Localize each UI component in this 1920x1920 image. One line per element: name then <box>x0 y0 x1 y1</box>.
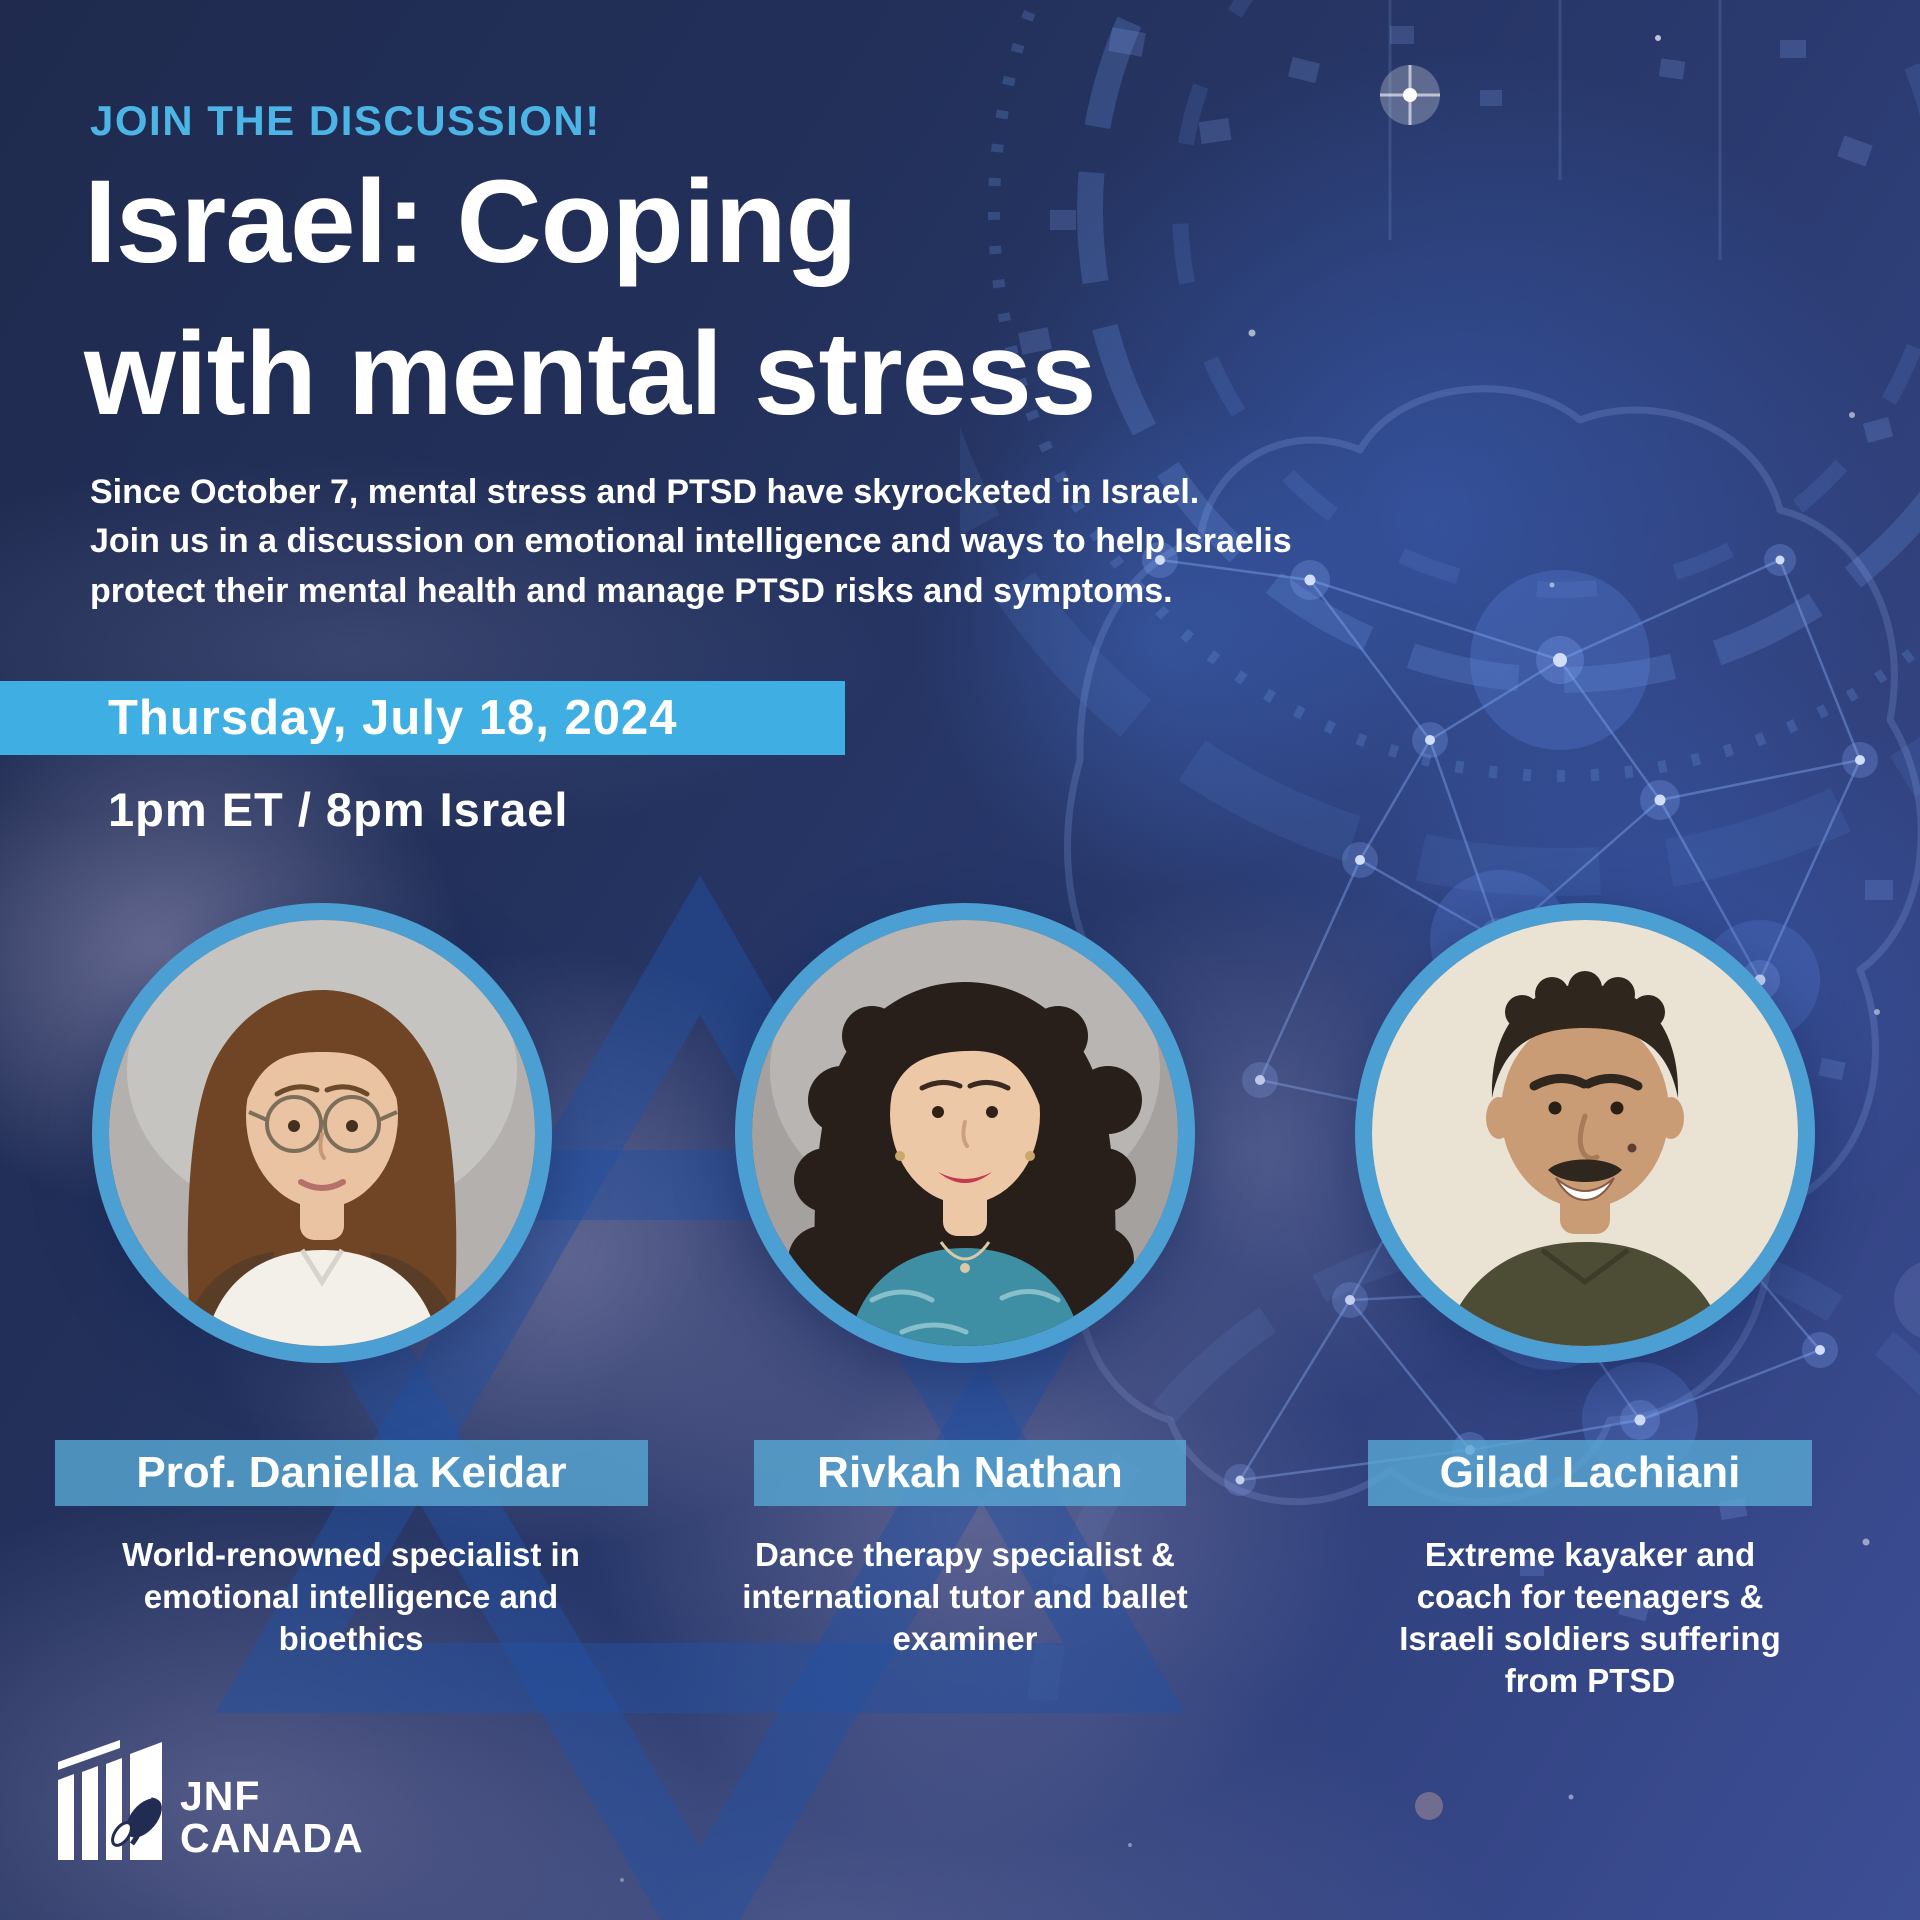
speaker-photo-gilad-lachiani <box>1355 903 1815 1363</box>
title-line-1: Israel: Coping <box>84 156 858 288</box>
description-line-3: protect their mental health and manage P… <box>90 571 1173 610</box>
avatar-woman-curly-dark-hair <box>752 920 1178 1346</box>
avatar-man-mustache <box>1372 920 1798 1346</box>
jnf-logo-mark <box>58 1740 162 1860</box>
speaker-name-banner: Gilad Lachiani <box>1368 1440 1812 1506</box>
avatar-woman-long-hair-glasses <box>109 920 535 1346</box>
eyebrow-join-discussion: JOIN THE DISCUSSION! <box>90 97 601 144</box>
description-line-2: Join us in a discussion on emotional int… <box>90 522 1292 561</box>
speaker-photo-daniella-keidar <box>92 903 552 1363</box>
speaker-bio: Dance therapy specialist & international… <box>742 1536 1188 1657</box>
speaker-name: Rivkah Nathan <box>817 1448 1123 1497</box>
speaker-photo-rivkah-nathan <box>735 903 1195 1363</box>
speaker-name-banner: Prof. Daniella Keidar <box>55 1440 648 1506</box>
mole <box>1627 1143 1637 1153</box>
glasses <box>248 1095 398 1153</box>
event-time: 1pm ET / 8pm Israel <box>108 783 569 836</box>
speaker-name-banner: Rivkah Nathan <box>754 1440 1186 1506</box>
jnf-logo-text: JNF CANADA <box>180 1775 364 1860</box>
date-banner: Thursday, July 18, 2024 <box>0 681 845 755</box>
event-description: Since October 7, mental stress and PTSD … <box>90 468 1292 616</box>
logo-line-org: JNF <box>180 1772 261 1819</box>
logo-line-region: CANADA <box>180 1815 364 1862</box>
speaker-bio: World-renowned specialist in emotional i… <box>122 1536 580 1657</box>
jnf-canada-logo: JNF CANADA <box>58 1736 364 1860</box>
page-title: Israel: Coping with mental stress <box>84 146 1097 450</box>
title-line-2: with mental stress <box>84 308 1097 441</box>
speaker-bio: Extreme kayaker and coach for teenagers … <box>1399 1536 1781 1699</box>
speaker-name: Gilad Lachiani <box>1439 1448 1741 1497</box>
speaker-name: Prof. Daniella Keidar <box>136 1448 567 1497</box>
event-date: Thursday, July 18, 2024 <box>108 691 678 745</box>
description-line-1: Since October 7, mental stress and PTSD … <box>90 473 1200 511</box>
